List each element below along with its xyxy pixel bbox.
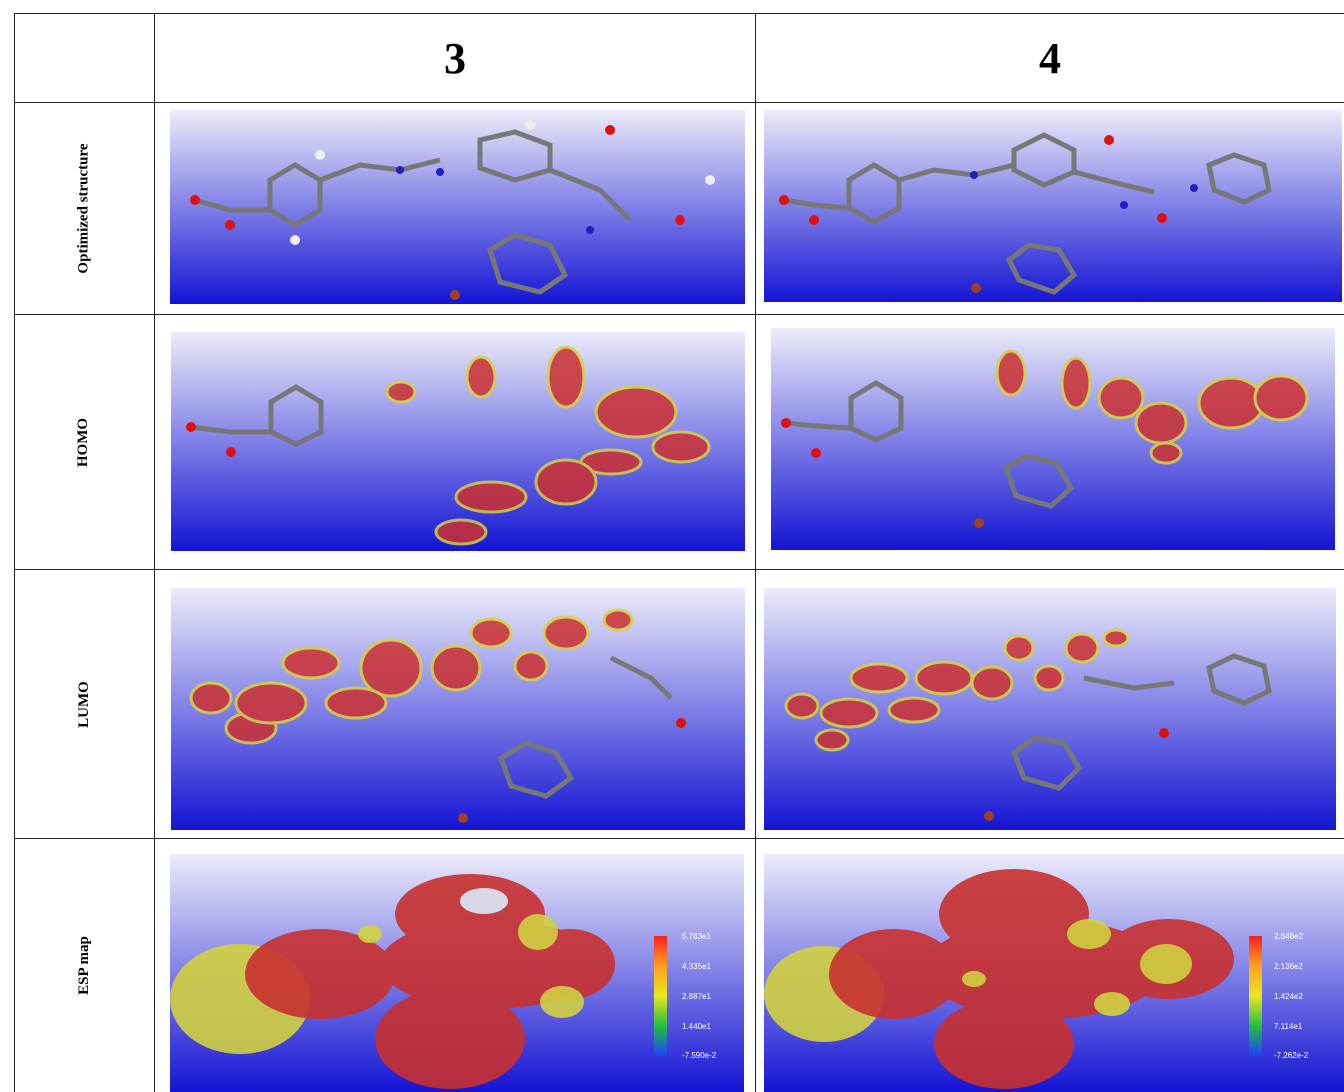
row-label: Optimized structure	[75, 143, 92, 274]
table-row-divider	[14, 102, 1344, 103]
column-header-3: 3	[444, 33, 466, 83]
row-header-optimized: Optimized structure	[14, 103, 154, 314]
image-homo-3	[171, 332, 745, 551]
table-row-divider	[14, 838, 1344, 839]
esp-scale-label: 4.335e1	[682, 962, 711, 971]
esp-color-scale-bar	[654, 936, 667, 1056]
esp-scale-label: 2.136e2	[1274, 962, 1303, 971]
esp-scale-label: -7.262e-2	[1274, 1051, 1309, 1060]
esp-scale-label: 1.440e1	[682, 1022, 711, 1031]
image-homo-4	[771, 328, 1335, 550]
image-esp-3: 5.783e1 4.335e1 2.887e1 1.440e1 -7.590e-…	[170, 854, 744, 1092]
table-row-divider	[14, 314, 1344, 315]
row-header-lumo: LUMO	[14, 570, 154, 838]
row-label: HOMO	[75, 417, 92, 467]
esp-scale-label: 2.887e1	[682, 992, 711, 1001]
row-label: LUMO	[75, 680, 92, 728]
table-col-divider	[154, 13, 155, 1092]
column-header-4: 4	[1039, 33, 1061, 83]
table-col-divider	[755, 13, 756, 1092]
image-optimized-3	[170, 110, 745, 304]
table-row-divider	[14, 569, 1344, 570]
image-optimized-4	[764, 110, 1342, 302]
esp-color-scale-bar	[1249, 936, 1262, 1056]
esp-scale-label: 2.848e2	[1274, 932, 1303, 941]
row-header-esp: ESP map	[14, 839, 154, 1092]
esp-scale-label: 5.783e1	[682, 932, 711, 941]
esp-scale-label: 7.114e1	[1274, 1022, 1303, 1031]
row-header-homo: HOMO	[14, 315, 154, 569]
esp-scale-label: -7.590e-2	[682, 1051, 717, 1060]
row-label: ESP map	[75, 936, 92, 995]
table-border-left	[14, 13, 15, 1092]
table-border-top	[14, 13, 1344, 14]
image-esp-4: 2.848e2 2.136e2 1.424e2 7.114e1 -7.262e-…	[764, 854, 1344, 1092]
esp-scale-label: 1.424e2	[1274, 992, 1303, 1001]
image-lumo-3	[171, 588, 745, 830]
image-lumo-4	[764, 588, 1336, 830]
